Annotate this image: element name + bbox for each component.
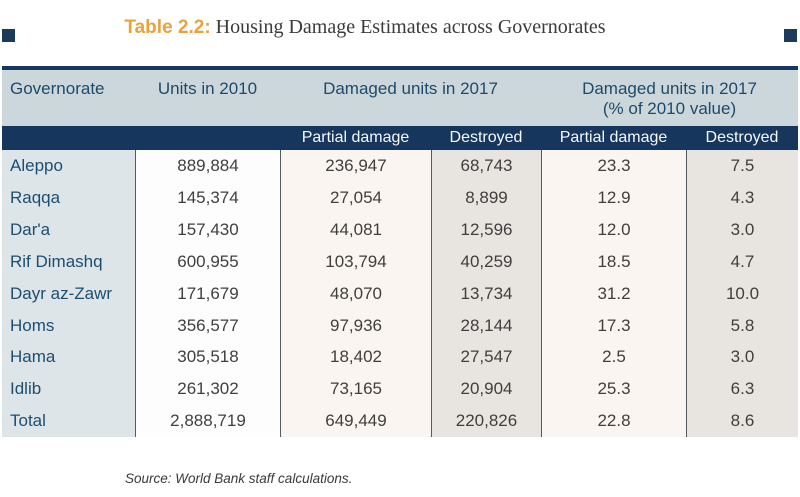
- cell-governorate: Total: [2, 405, 135, 438]
- cell-partial-damage-pct: 12.9: [541, 181, 686, 214]
- cell-destroyed-pct: 3.0: [686, 213, 798, 246]
- table-row: Aleppo 889,884 236,947 68,743 23.3 7.5: [2, 150, 798, 182]
- cell-units-2010: 157,430: [135, 213, 280, 246]
- cell-partial-damage: 103,794: [280, 245, 431, 278]
- cell-units-2010: 889,884: [135, 150, 280, 182]
- corner-decoration-right: [784, 29, 797, 42]
- cell-governorate: Idlib: [2, 373, 135, 406]
- table-title: Table 2.2: Housing Damage Estimates acro…: [0, 16, 730, 39]
- cell-partial-damage-pct: 31.2: [541, 277, 686, 310]
- cell-governorate: Homs: [2, 309, 135, 342]
- cell-destroyed: 68,743: [431, 150, 541, 182]
- cell-partial-damage: 44,081: [280, 213, 431, 246]
- cell-destroyed-pct: 5.8: [686, 309, 798, 342]
- table-row: Homs 356,577 97,936 28,144 17.3 5.8: [2, 309, 798, 342]
- header-damaged-units-2017-pct: Damaged units in 2017 (% of 2010 value): [541, 70, 798, 126]
- table-subheader-row: Partial damage Destroyed Partial damage …: [2, 126, 798, 150]
- cell-destroyed-pct: 10.0: [686, 277, 798, 310]
- cell-governorate: Dar'a: [2, 213, 135, 246]
- header-damaged-units-2017: Damaged units in 2017: [323, 79, 498, 98]
- header-governorate: Governorate: [10, 79, 105, 98]
- table-row: Total 2,888,719 649,449 220,826 22.8 8.6: [2, 405, 798, 438]
- subheader-empty-governorate: [2, 126, 135, 150]
- cell-destroyed: 27,547: [431, 341, 541, 374]
- cell-partial-damage: 236,947: [280, 150, 431, 182]
- cell-destroyed: 40,259: [431, 245, 541, 278]
- cell-partial-damage-pct: 22.8: [541, 405, 686, 438]
- cell-governorate: Rif Dimashq: [2, 245, 135, 278]
- cell-governorate: Raqqa: [2, 181, 135, 214]
- cell-destroyed: 13,734: [431, 277, 541, 310]
- source-note: Source: World Bank staff calculations.: [125, 471, 353, 486]
- cell-units-2010: 305,518: [135, 341, 280, 374]
- cell-partial-damage: 649,449: [280, 405, 431, 438]
- housing-damage-table: Governorate Units in 2010 Damaged units …: [2, 66, 798, 438]
- cell-units-2010: 2,888,719: [135, 405, 280, 438]
- subheader-destroyed-pct: Destroyed: [705, 129, 779, 146]
- cell-partial-damage-pct: 12.0: [541, 213, 686, 246]
- cell-units-2010: 600,955: [135, 245, 280, 278]
- cell-partial-damage-pct: 23.3: [541, 150, 686, 182]
- cell-units-2010: 145,374: [135, 181, 280, 214]
- cell-destroyed-pct: 3.0: [686, 341, 798, 374]
- table-group-header-row: Governorate Units in 2010 Damaged units …: [2, 70, 798, 126]
- cell-units-2010: 356,577: [135, 309, 280, 342]
- cell-destroyed: 12,596: [431, 213, 541, 246]
- cell-partial-damage: 27,054: [280, 181, 431, 214]
- table-row: Dar'a 157,430 44,081 12,596 12.0 3.0: [2, 213, 798, 246]
- cell-destroyed: 20,904: [431, 373, 541, 406]
- cell-governorate: Aleppo: [2, 150, 135, 182]
- table-row: Idlib 261,302 73,165 20,904 25.3 6.3: [2, 373, 798, 406]
- subheader-destroyed-units: Destroyed: [449, 129, 523, 146]
- cell-partial-damage-pct: 18.5: [541, 245, 686, 278]
- cell-destroyed-pct: 4.7: [686, 245, 798, 278]
- table-row: Hama 305,518 18,402 27,547 2.5 3.0: [2, 341, 798, 374]
- cell-governorate: Hama: [2, 341, 135, 374]
- cell-governorate: Dayr az-Zawr: [2, 277, 135, 310]
- table-row: Raqqa 145,374 27,054 8,899 12.9 4.3: [2, 181, 798, 214]
- header-damaged-pct-line1: Damaged units in 2017: [582, 79, 757, 98]
- cell-units-2010: 171,679: [135, 277, 280, 310]
- subheader-empty-units: [135, 126, 280, 150]
- cell-partial-damage: 97,936: [280, 309, 431, 342]
- cell-destroyed: 28,144: [431, 309, 541, 342]
- subheader-partial-damage-units: Partial damage: [301, 129, 410, 146]
- cell-partial-damage: 18,402: [280, 341, 431, 374]
- header-damaged-pct-line2: (% of 2010 value): [602, 99, 737, 118]
- table-number-label: Table 2.2:: [124, 17, 211, 38]
- cell-partial-damage-pct: 25.3: [541, 373, 686, 406]
- cell-destroyed-pct: 8.6: [686, 405, 798, 438]
- table-body: Aleppo 889,884 236,947 68,743 23.3 7.5 Raqqa 14…: [2, 150, 798, 438]
- cell-destroyed-pct: 4.3: [686, 181, 798, 214]
- table-row: Rif Dimashq 600,955 103,794 40,259 18.5 4.7: [2, 245, 798, 278]
- cell-destroyed: 8,899: [431, 181, 541, 214]
- cell-partial-damage-pct: 2.5: [541, 341, 686, 374]
- corner-decoration-left: [2, 29, 15, 42]
- subheader-partial-damage-pct: Partial damage: [559, 129, 668, 146]
- cell-destroyed-pct: 7.5: [686, 150, 798, 182]
- cell-units-2010: 261,302: [135, 373, 280, 406]
- header-units-2010: Units in 2010: [157, 79, 258, 98]
- cell-destroyed-pct: 6.3: [686, 373, 798, 406]
- table-row: Dayr az-Zawr 171,679 48,070 13,734 31.2 10.0: [2, 277, 798, 310]
- cell-partial-damage-pct: 17.3: [541, 309, 686, 342]
- cell-destroyed: 220,826: [431, 405, 541, 438]
- cell-partial-damage: 73,165: [280, 373, 431, 406]
- cell-partial-damage: 48,070: [280, 277, 431, 310]
- table-title-text: Housing Damage Estimates across Governor…: [210, 16, 606, 38]
